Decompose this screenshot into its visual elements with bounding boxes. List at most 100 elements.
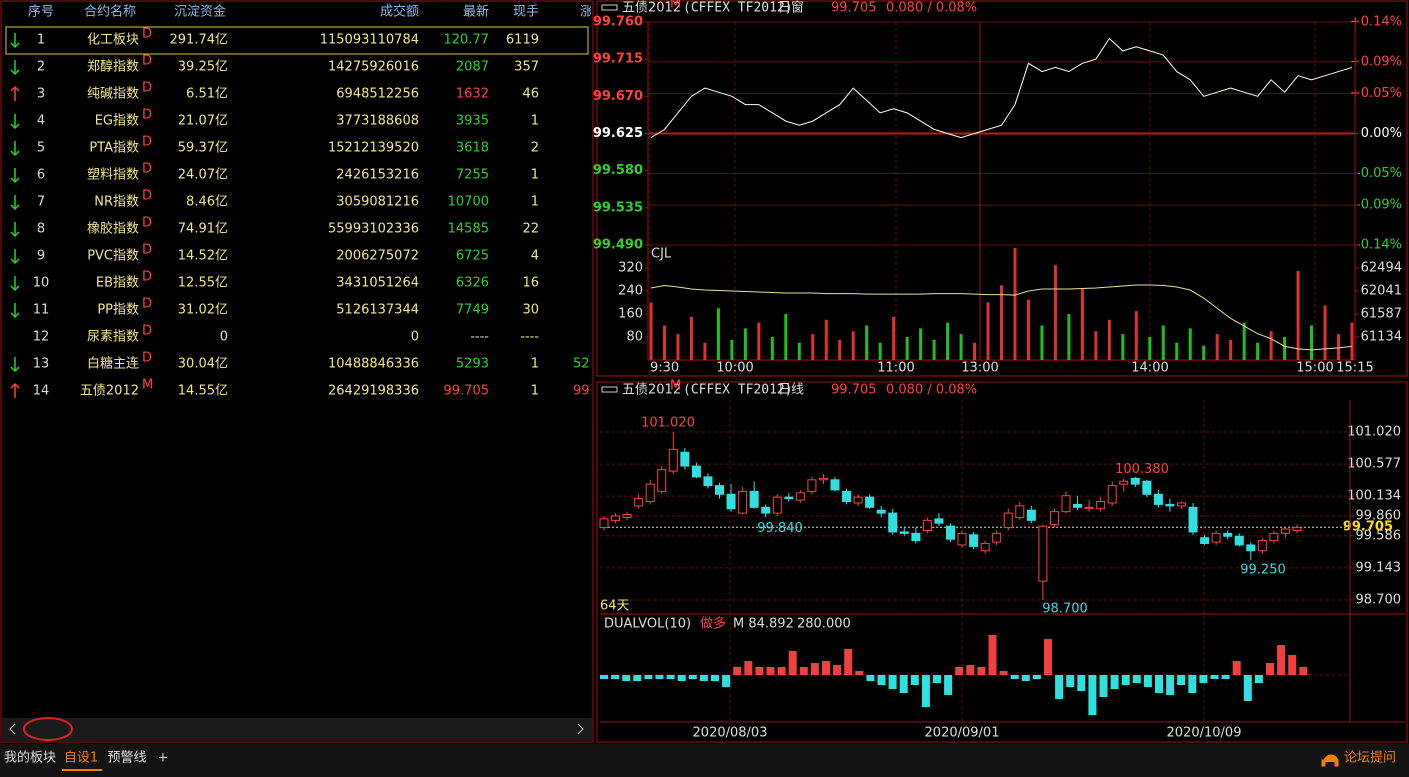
volume-bar [784, 314, 788, 360]
chart-title[interactable]: 五债2012 [622, 1, 681, 16]
volume-tick-label: 240 [618, 284, 643, 299]
intraday-panel [596, 0, 1408, 377]
candle-body [807, 479, 817, 492]
volume-bar [838, 339, 842, 360]
y2-tick-label: +0.09% [1350, 54, 1402, 69]
status-item[interactable]: + [158, 751, 169, 766]
candle-body [1061, 495, 1071, 513]
contract-tag: D [142, 297, 152, 312]
contract-name[interactable]: EB指数 [96, 276, 139, 291]
dualvol-bar [933, 675, 941, 683]
y2-tick-label: -0.09% [1356, 198, 1402, 213]
time-label: 9:30 [650, 361, 679, 376]
candle-body [795, 492, 805, 501]
column-header[interactable]: 合约名称 [84, 4, 136, 20]
status-item[interactable]: 预警线 [107, 750, 146, 766]
tab-left[interactable] [9, 723, 16, 735]
contract-tag: D [142, 351, 152, 366]
tab-right[interactable] [577, 723, 584, 735]
last-price: 6725 [456, 249, 489, 264]
days-label: 64天 [600, 599, 630, 614]
volume-bar [1026, 299, 1030, 360]
contract-name[interactable]: 纯碱指数 [87, 87, 139, 102]
dualvol-bar [633, 675, 642, 681]
row-number: 4 [37, 114, 45, 129]
open-interest: 14.55亿 [178, 384, 228, 399]
volume-bar [1188, 328, 1192, 360]
volume-bar [1323, 305, 1327, 360]
indicator-name[interactable]: DUALVOL(10) [604, 617, 691, 632]
column-header[interactable]: 现手 [513, 5, 539, 20]
column-header[interactable]: 序号 [28, 5, 54, 20]
status-item[interactable]: 我的板块 [4, 750, 56, 766]
candle-body [1234, 535, 1244, 546]
dualvol-bar [988, 635, 997, 675]
chart-period[interactable]: 日线 [778, 383, 804, 398]
candle-body [922, 519, 932, 531]
candle-body [1223, 532, 1233, 537]
status-item[interactable]: 自设1 [64, 751, 98, 766]
dualvol-bar [1155, 675, 1163, 693]
volume-bar [811, 334, 815, 360]
open-interest: 24.07亿 [178, 168, 228, 183]
column-header[interactable]: 成交额 [380, 4, 419, 20]
time-label: 13:00 [961, 361, 998, 376]
contract-name[interactable]: PP指数 [97, 303, 139, 318]
y2-tick-label: 0.00% [1361, 126, 1402, 141]
contract-name[interactable]: NR指数 [94, 195, 139, 210]
volume-bar [1229, 339, 1233, 360]
contract-name[interactable]: 塑料指数 [87, 168, 139, 183]
contract-tag: D [142, 54, 152, 69]
dualvol-bar [1288, 655, 1297, 675]
volume-bar [1242, 322, 1246, 360]
chart-period[interactable]: 日窗 [778, 0, 804, 16]
volume-bar [851, 331, 855, 360]
last-price: 99.705 [444, 384, 490, 399]
contract-name[interactable]: PTA指数 [89, 141, 139, 156]
last-price: 3935 [456, 114, 489, 129]
y-tick-label: 98.700 [1356, 592, 1402, 607]
contract-name[interactable]: PVC指数 [87, 249, 139, 264]
volume-bar [1269, 331, 1273, 360]
contract-name[interactable]: 化工板块 [87, 33, 139, 48]
dualvol-bar [1099, 675, 1108, 697]
contract-name[interactable]: 尿素指数 [87, 330, 139, 345]
contract-name[interactable]: 白糖主连 [87, 356, 139, 372]
oi-line [650, 284, 1353, 351]
column-header[interactable]: 涨 [580, 5, 593, 20]
dualvol-bar [722, 675, 731, 687]
dualvol-bar [966, 665, 975, 675]
forum-link[interactable]: 论坛提问 [1344, 750, 1396, 766]
selected-row[interactable] [5, 26, 589, 55]
dualvol-bar [1254, 675, 1263, 683]
column-header[interactable]: 沉淀资金 [174, 4, 226, 20]
contract-name[interactable]: 郑醇指数 [87, 59, 139, 75]
volume-bar [919, 328, 923, 360]
trend-arrow [10, 382, 20, 398]
dualvol-bar [777, 667, 786, 675]
column-header[interactable]: 最新 [463, 4, 489, 20]
contract-name[interactable]: EG指数 [95, 114, 139, 129]
volume-bar [1040, 325, 1044, 360]
contract-name[interactable]: 橡胶指数 [87, 221, 139, 237]
candle-body [715, 485, 724, 495]
time-label: 14:00 [1131, 361, 1168, 376]
dualvol-bar [910, 675, 919, 685]
candle-body [634, 498, 644, 507]
dualvol-bar [799, 667, 808, 675]
dualvol-bar [810, 663, 819, 675]
volume-bar [770, 337, 774, 360]
volume-bar [905, 337, 909, 360]
volume-bar [946, 322, 950, 360]
contract-tag: D [142, 189, 152, 204]
dualvol-bar [1077, 675, 1086, 691]
price-annotation: 101.020 [641, 416, 695, 431]
headset-icon[interactable] [1321, 754, 1339, 767]
dualvol-bar [1055, 675, 1064, 699]
dualvol-bar [655, 675, 664, 679]
contract-name[interactable]: 五债2012 [80, 384, 139, 399]
chart-title[interactable]: 五债2012 [622, 383, 681, 398]
candle-body [865, 496, 875, 508]
dualvol-bar [644, 675, 653, 679]
dualvol-bar [699, 675, 708, 681]
